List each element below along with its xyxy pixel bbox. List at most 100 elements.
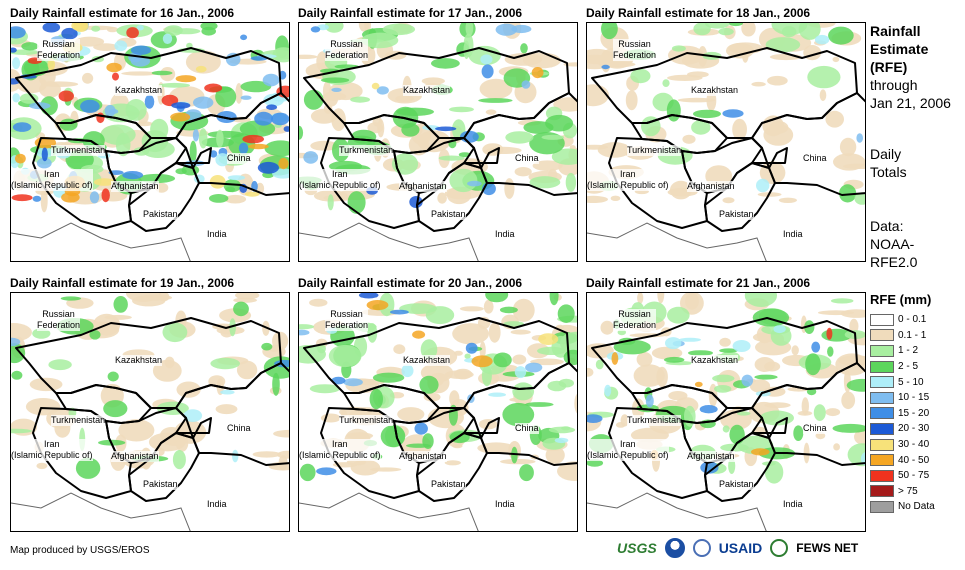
rainfall-area: [328, 344, 362, 368]
sidebar-title: Rainfall Estimate (RFE) through Jan 21, …: [870, 22, 951, 112]
rainfall-area: [444, 460, 461, 466]
rainfall-area: [261, 342, 273, 351]
rainfall-area: [238, 142, 249, 155]
rainfall-area: [811, 341, 821, 353]
sidebar-data-source: Data: NOAA- RFE2.0: [870, 217, 917, 271]
rainfall-area: [209, 150, 218, 158]
rainfall-area: [657, 293, 665, 304]
rainfall-area: [637, 293, 644, 304]
rainfall-area: [693, 23, 711, 36]
rainfall-area: [765, 37, 801, 53]
rainfall-area: [459, 306, 484, 312]
rainfall-area: [283, 126, 289, 132]
rainfall-area: [175, 75, 197, 83]
country-label-afghanistan: Afghanistan: [399, 451, 447, 462]
rainfall-area: [36, 157, 52, 169]
rainfall-area: [781, 26, 797, 38]
rainfall-area: [667, 306, 690, 324]
rainfall-area: [227, 175, 245, 181]
country-label-russia: Russian Federation: [37, 309, 81, 331]
rainfall-area: [625, 90, 638, 111]
rainfall-area: [449, 168, 478, 193]
rainfall-area: [91, 25, 101, 32]
rainfall-map: Russian Federation Kazakhstan Turkmenistan…: [298, 292, 578, 532]
rainfall-area: [825, 408, 841, 417]
country-label-pakistan: Pakistan: [143, 479, 178, 490]
rainfall-area: [751, 448, 770, 456]
rainfall-area: [854, 192, 865, 205]
legend-label: No Data: [898, 501, 935, 513]
rainfall-area: [600, 320, 614, 335]
rainfall-area: [691, 120, 711, 135]
panel-title: Daily Rainfall estimate for 18 Jan., 200…: [586, 6, 811, 20]
rainfall-area: [201, 26, 216, 36]
rainfall-area: [401, 364, 414, 378]
country-label-pakistan: Pakistan: [143, 209, 178, 220]
rainfall-area: [209, 175, 226, 189]
rainfall-area: [299, 463, 316, 482]
country-label-kazakhstan: Kazakhstan: [403, 355, 451, 366]
rainfall-area: [751, 81, 766, 87]
rainfall-area: [406, 443, 431, 448]
rainfall-area: [136, 25, 144, 31]
rainfall-area: [229, 318, 236, 337]
rainfall-area: [557, 304, 575, 323]
daily-text: Daily: [870, 146, 902, 162]
rainfall-area: [620, 414, 629, 427]
map-canvas: [299, 23, 577, 261]
coastline: [299, 222, 479, 261]
rainfall-area: [482, 143, 504, 156]
rainfall-map: Russian Federation Kazakhstan Turkmenistan…: [586, 292, 866, 532]
legend: 0 - 0.1 0.1 - 1 1 - 2 2 - 5 5 - 10 10 - 15 15 …: [870, 312, 935, 515]
rainfall-area: [309, 384, 341, 394]
rainfall-area: [331, 87, 342, 92]
country-border: [463, 147, 500, 169]
rainfall-area: [162, 33, 173, 44]
rainfall-area: [423, 392, 441, 402]
country-label-turkmenistan: Turkmenistan: [339, 145, 394, 156]
rainfall-area: [847, 443, 865, 467]
legend-item: 5 - 10: [870, 374, 935, 390]
rainfall-area: [467, 180, 482, 187]
rainfall-area: [465, 342, 478, 354]
rainfall-area: [133, 147, 150, 156]
through-date: Jan 21, 2006: [870, 95, 951, 111]
legend-swatch: [870, 360, 894, 373]
rainfall-area: [257, 161, 279, 174]
legend-swatch: [870, 469, 894, 482]
rainfall-area: [778, 197, 797, 203]
country-label-turkmenistan: Turkmenistan: [339, 415, 394, 426]
rainfall-area: [346, 432, 374, 440]
rainfall-area: [151, 70, 173, 76]
country-label-afghanistan: Afghanistan: [111, 451, 159, 462]
rainfall-area: [545, 446, 565, 464]
country-label-russia: Russian Federation: [325, 39, 369, 61]
rainfall-area: [58, 90, 74, 102]
rainfall-area: [252, 451, 281, 458]
rainfall-area: [369, 388, 383, 410]
country-label-iran: Iran (Islamic Republic of): [11, 169, 93, 191]
rainfall-area: [122, 171, 144, 180]
rainfall-map: Russian Federation Kazakhstan Turkmenistan…: [586, 22, 866, 262]
rainfall-area: [347, 191, 366, 214]
rainfall-area: [797, 410, 813, 416]
rainfall-area: [358, 23, 370, 32]
country-label-turkmenistan: Turkmenistan: [51, 145, 106, 156]
rainfall-area: [61, 27, 78, 40]
rainfall-area: [554, 437, 569, 444]
rainfall-area: [425, 306, 455, 325]
rainfall-area: [240, 95, 252, 100]
rainfall-area: [666, 99, 681, 122]
legend-label: 5 - 10: [898, 376, 924, 388]
rainfall-area: [215, 153, 230, 167]
map-canvas: [587, 23, 865, 261]
rainfall-area: [503, 321, 524, 327]
rainfall-area: [321, 77, 350, 83]
rainfall-area: [541, 134, 565, 140]
country-label-kazakhstan: Kazakhstan: [115, 355, 163, 366]
rainfall-area: [192, 129, 199, 142]
rainfall-area: [382, 23, 416, 36]
rainfall-area: [40, 81, 79, 87]
usgs-logo: USGS: [617, 540, 657, 556]
partner-logos: USGS USAID FEWS NET: [617, 538, 858, 558]
